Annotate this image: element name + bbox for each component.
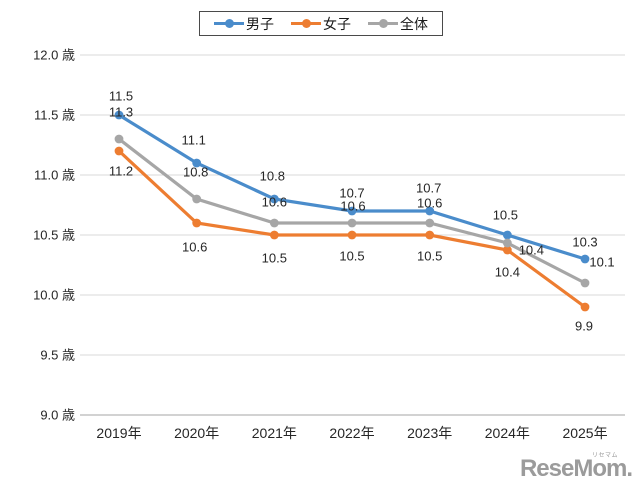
data-label: 10.6 bbox=[340, 199, 365, 214]
legend-marker-dot bbox=[224, 19, 234, 28]
data-label: 10.1 bbox=[589, 255, 614, 270]
data-point bbox=[192, 158, 202, 168]
data-point bbox=[114, 146, 124, 156]
legend-item: 男子 bbox=[214, 14, 274, 34]
data-point bbox=[114, 110, 124, 120]
data-label: 10.4 bbox=[495, 265, 520, 280]
data-point bbox=[425, 206, 435, 216]
data-label: 10.8 bbox=[183, 165, 208, 180]
chart-legend: 男子 女子 全体 bbox=[199, 11, 443, 36]
y-tick-label: 12.0 歳 bbox=[33, 48, 75, 63]
data-label: 10.6 bbox=[262, 195, 287, 210]
data-label: 10.5 bbox=[339, 249, 364, 264]
data-label: 10.3 bbox=[572, 235, 597, 250]
resemom-logo-text: ReseMom bbox=[519, 455, 627, 482]
x-tick-label: 2019年 bbox=[96, 425, 141, 441]
data-label: 10.4 bbox=[519, 243, 544, 258]
x-tick-label: 2024年 bbox=[485, 425, 530, 441]
data-label: 10.7 bbox=[416, 181, 441, 196]
legend-item-label: 女子 bbox=[323, 15, 351, 32]
y-tick-label: 11.0 歳 bbox=[34, 168, 75, 183]
data-label: 11.1 bbox=[181, 133, 205, 148]
data-label: 10.5 bbox=[493, 208, 518, 223]
x-tick-label: 2023年 bbox=[407, 425, 452, 441]
data-point bbox=[269, 194, 279, 204]
data-point bbox=[502, 230, 512, 240]
data-label: 10.8 bbox=[260, 169, 285, 184]
x-tick-label: 2022年 bbox=[329, 425, 374, 441]
resemom-logo: リセマム ReseMom. bbox=[519, 453, 633, 482]
data-label: 10.6 bbox=[417, 196, 442, 211]
data-point bbox=[114, 134, 124, 144]
data-point bbox=[425, 218, 435, 228]
legend-marker-line bbox=[291, 19, 321, 28]
legend-item: 全体 bbox=[368, 14, 428, 34]
x-tick-label: 2020年 bbox=[174, 425, 219, 441]
legend-item-label: 男子 bbox=[246, 15, 274, 32]
data-point bbox=[580, 302, 590, 312]
data-point bbox=[192, 194, 202, 204]
legend-marker-dot bbox=[301, 19, 311, 28]
y-tick-label: 10.5 歳 bbox=[33, 228, 75, 243]
data-point bbox=[425, 230, 435, 240]
legend-marker-line bbox=[214, 19, 244, 28]
data-label: 11.3 bbox=[109, 105, 133, 120]
data-label: 10.5 bbox=[417, 249, 442, 264]
resemom-logo-period: . bbox=[626, 455, 633, 482]
data-point bbox=[269, 230, 279, 240]
data-label: 10.5 bbox=[262, 251, 287, 266]
data-point bbox=[502, 245, 512, 255]
x-tick-label: 2025年 bbox=[562, 425, 607, 441]
data-point bbox=[347, 218, 357, 228]
y-tick-label: 9.5 歳 bbox=[40, 348, 75, 363]
legend-marker-dot bbox=[378, 19, 388, 28]
data-point bbox=[347, 230, 357, 240]
y-tick-label: 11.5 歳 bbox=[34, 108, 75, 123]
data-point bbox=[347, 206, 357, 216]
resemom-ruby-text: リセマム bbox=[591, 453, 618, 459]
data-point bbox=[580, 254, 590, 264]
y-tick-label: 9.0 歳 bbox=[40, 408, 75, 423]
data-point bbox=[269, 218, 279, 228]
data-label: 9.9 bbox=[575, 319, 593, 334]
data-label: 10.6 bbox=[182, 240, 207, 255]
data-label: 11.5 bbox=[109, 89, 133, 104]
data-label: 11.2 bbox=[109, 164, 133, 179]
legend-item: 女子 bbox=[291, 14, 351, 34]
data-point bbox=[192, 218, 202, 228]
data-label: 10.7 bbox=[339, 186, 364, 201]
y-tick-label: 10.0 歳 bbox=[33, 288, 75, 303]
legend-item-label: 全体 bbox=[400, 15, 428, 32]
data-point bbox=[502, 238, 512, 248]
data-point bbox=[580, 278, 590, 288]
x-tick-label: 2021年 bbox=[252, 425, 297, 441]
legend-marker-line bbox=[368, 19, 398, 28]
